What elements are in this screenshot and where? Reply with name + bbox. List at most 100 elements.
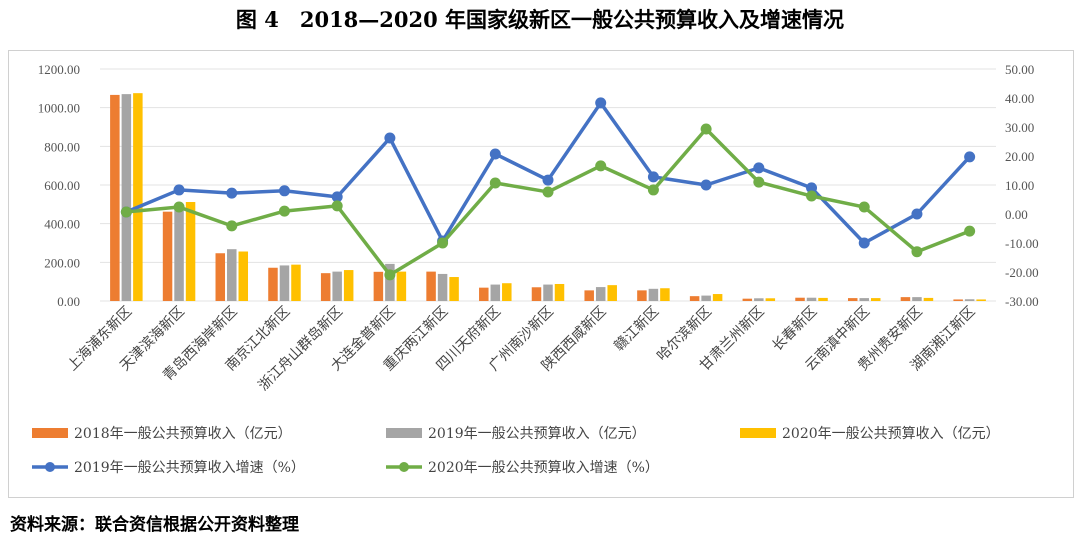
bar-2019-14 (859, 298, 869, 301)
point-2020-3 (278, 205, 290, 217)
bar-2018-14 (847, 298, 858, 301)
right-tick-label: -20.00 (1005, 265, 1039, 280)
point-2020-5 (384, 269, 396, 281)
point-2020-16 (964, 225, 976, 237)
bar-2020-14 (870, 298, 881, 301)
category-label: 长春新区 (769, 304, 820, 355)
bar-2020-10 (660, 288, 670, 301)
bar-2019-10 (648, 288, 659, 301)
bar-2020-1 (185, 202, 196, 301)
point-2019-11 (700, 179, 712, 191)
point-2020-0 (120, 206, 132, 218)
bar-2019-5 (385, 263, 395, 301)
bar-2019-16 (964, 299, 975, 301)
chart-frame (8, 50, 1074, 498)
right-tick-label: 20.00 (1005, 149, 1034, 164)
point-2020-14 (858, 201, 870, 213)
bar-2020-13 (818, 297, 828, 301)
category-label: 赣江新区 (611, 304, 662, 355)
left-tick-label: 1200.00 (38, 62, 80, 77)
bar-2018-3 (268, 267, 278, 301)
bar-2018-8 (531, 287, 542, 301)
point-2020-8 (542, 186, 554, 198)
bar-2018-12 (742, 298, 753, 301)
point-2020-15 (911, 246, 923, 258)
point-2019-15 (911, 208, 923, 220)
bar-2019-1 (174, 205, 184, 301)
chart-title: 图 4 2018—2020 年国家级新区一般公共预算收入及增速情况 (235, 7, 845, 32)
bar-2018-6 (426, 271, 436, 301)
bar-2019-11 (701, 295, 711, 301)
left-tick-label: 400.00 (44, 217, 80, 232)
left-tick-label: 0.00 (57, 294, 80, 309)
bar-2019-9 (595, 287, 606, 301)
point-2019-12 (753, 162, 765, 174)
bar-2020-2 (238, 251, 249, 301)
bar-2018-0 (110, 94, 120, 301)
bar-2018-15 (900, 297, 911, 301)
legend-label: 2020年一般公共预算收入（亿元） (782, 426, 1000, 442)
right-tick-label: -30.00 (1005, 294, 1039, 309)
bar-2020-9 (607, 285, 617, 301)
bar-2020-7 (502, 283, 512, 301)
right-tick-label: -10.00 (1005, 236, 1039, 251)
bar-2020-16 (976, 299, 986, 301)
left-tick-label: 200.00 (44, 255, 80, 270)
point-2019-1 (173, 184, 185, 196)
legend-swatch (740, 428, 776, 438)
legend-label: 2018年一般公共预算收入（亿元） (74, 426, 292, 442)
line-2019-growth (125, 101, 971, 245)
source-note: 资料来源：联合资信根据公开资料整理 (10, 515, 299, 535)
bar-2018-10 (637, 290, 647, 301)
right-tick-label: 30.00 (1005, 120, 1034, 135)
bar-2020-12 (765, 298, 776, 301)
bar-2018-13 (795, 297, 805, 301)
bar-2018-16 (953, 299, 963, 301)
bar-2020-15 (923, 297, 934, 301)
bar-2019-4 (332, 271, 342, 301)
legend-swatch (386, 428, 422, 438)
point-2020-9 (595, 160, 607, 172)
point-2020-4 (331, 200, 343, 212)
legend-label: 2019年一般公共预算收入增速（%） (74, 460, 305, 476)
point-2020-7 (489, 177, 501, 189)
point-2020-6 (437, 237, 449, 249)
bar-2018-7 (479, 287, 489, 301)
legend-label: 2019年一般公共预算收入（亿元） (428, 426, 646, 442)
bar-2018-2 (215, 253, 226, 301)
right-tick-label: 50.00 (1005, 62, 1034, 77)
legend-marker (399, 462, 409, 472)
bar-2020-8 (554, 283, 565, 301)
point-2019-13 (806, 182, 818, 194)
point-2019-10 (647, 171, 659, 183)
point-2019-14 (858, 237, 870, 249)
point-2019-8 (542, 174, 554, 186)
bar-2019-8 (543, 284, 553, 301)
bar-2018-1 (162, 211, 173, 301)
bar-2019-2 (227, 249, 237, 301)
bar-2018-4 (320, 273, 331, 301)
right-tick-label: 40.00 (1005, 91, 1034, 106)
point-2020-13 (806, 190, 818, 202)
bar-2019-13 (806, 297, 817, 301)
bar-2019-7 (490, 284, 501, 301)
point-2019-4 (331, 191, 343, 203)
point-2019-5 (384, 132, 396, 144)
bar-2018-9 (584, 290, 594, 301)
point-2020-2 (226, 220, 238, 232)
left-tick-label: 1000.00 (38, 101, 80, 116)
bar-2018-11 (689, 296, 700, 301)
bar-2020-0 (133, 93, 143, 302)
point-2019-7 (489, 148, 501, 160)
right-tick-label: 0.00 (1005, 207, 1028, 222)
bar-2019-3 (279, 265, 290, 301)
legend-swatch (32, 428, 68, 438)
bar-2020-4 (343, 270, 354, 301)
point-2019-9 (595, 97, 607, 109)
point-2020-1 (173, 201, 185, 213)
bar-2020-5 (396, 271, 407, 301)
point-2019-3 (278, 185, 290, 197)
bar-2020-6 (449, 277, 459, 301)
right-tick-label: 10.00 (1005, 178, 1034, 193)
